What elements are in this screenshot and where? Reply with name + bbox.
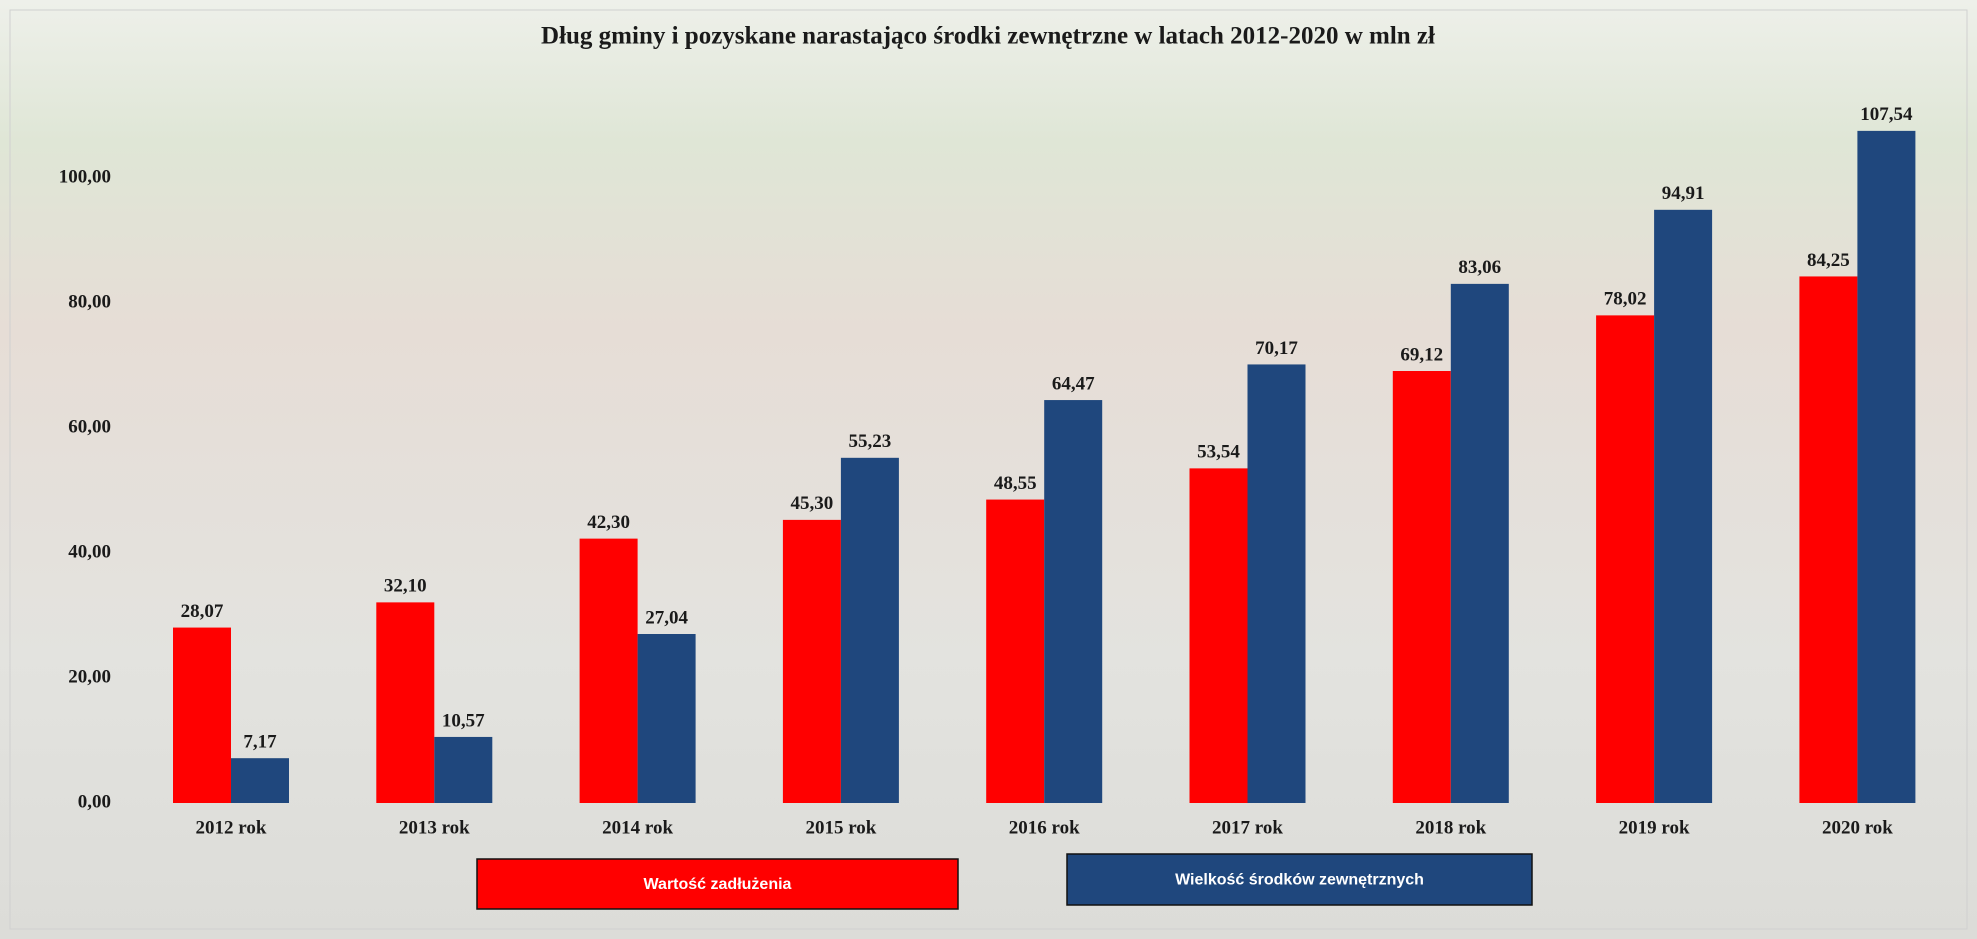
data-label: 84,25 xyxy=(1807,250,1850,271)
data-label: 69,12 xyxy=(1400,344,1443,365)
y-tick-label: 80,00 xyxy=(68,291,111,312)
x-tick-label: 2019 rok xyxy=(1619,817,1690,838)
data-label: 48,55 xyxy=(994,473,1037,494)
data-label: 53,54 xyxy=(1197,442,1240,463)
bar xyxy=(840,457,899,803)
bar xyxy=(1044,400,1103,803)
x-tick-label: 2014 rok xyxy=(602,817,673,838)
x-tick-label: 2017 rok xyxy=(1212,817,1283,838)
y-tick-label: 40,00 xyxy=(68,541,111,562)
data-label: 7,17 xyxy=(243,732,277,753)
legend-swatch xyxy=(476,858,959,910)
y-tick-label: 0,00 xyxy=(78,791,111,812)
bar xyxy=(434,736,493,803)
x-tick-label: 2013 rok xyxy=(399,817,470,838)
bar xyxy=(1189,468,1248,803)
data-label: 45,30 xyxy=(791,493,834,514)
y-tick-label: 100,00 xyxy=(59,166,111,187)
data-label: 42,30 xyxy=(587,512,630,533)
data-label: 27,04 xyxy=(645,607,688,628)
bar xyxy=(1450,283,1509,803)
bar xyxy=(376,602,435,803)
data-label: 70,17 xyxy=(1255,338,1298,359)
x-tick-label: 2018 rok xyxy=(1415,817,1486,838)
data-label: 10,57 xyxy=(442,710,485,731)
data-label: 64,47 xyxy=(1052,373,1095,394)
bar xyxy=(231,758,289,803)
data-label: 32,10 xyxy=(384,576,427,597)
x-tick-label: 2020 rok xyxy=(1822,817,1893,838)
bar xyxy=(1857,130,1916,803)
y-tick-label: 60,00 xyxy=(68,416,111,437)
chart-title: Dług gminy i pozyskane narastająco środk… xyxy=(541,23,1435,50)
x-tick-label: 2015 rok xyxy=(805,817,876,838)
bar xyxy=(1799,276,1858,803)
x-tick-label: 2012 rok xyxy=(196,817,267,838)
x-tick-label: 2016 rok xyxy=(1009,817,1080,838)
legend-swatch xyxy=(1066,853,1533,906)
bar xyxy=(579,538,638,803)
data-label: 83,06 xyxy=(1458,257,1501,278)
data-label: 55,23 xyxy=(849,431,892,452)
bar xyxy=(1654,209,1713,803)
bar xyxy=(1392,371,1451,803)
chart-border xyxy=(9,9,1968,930)
legend-label: Wartość zadłużenia xyxy=(644,876,792,893)
data-label: 107,54 xyxy=(1860,104,1913,125)
bar xyxy=(782,519,841,803)
bar xyxy=(986,499,1045,803)
data-label: 94,91 xyxy=(1662,183,1705,204)
bar xyxy=(173,627,231,803)
bar xyxy=(1596,315,1655,803)
legend-label: Wielkość środków zewnętrznych xyxy=(1175,872,1424,889)
y-tick-label: 20,00 xyxy=(68,666,111,687)
bar xyxy=(637,634,696,803)
bar xyxy=(1247,364,1306,803)
data-label: 28,07 xyxy=(181,601,224,622)
data-label: 78,02 xyxy=(1604,289,1647,310)
